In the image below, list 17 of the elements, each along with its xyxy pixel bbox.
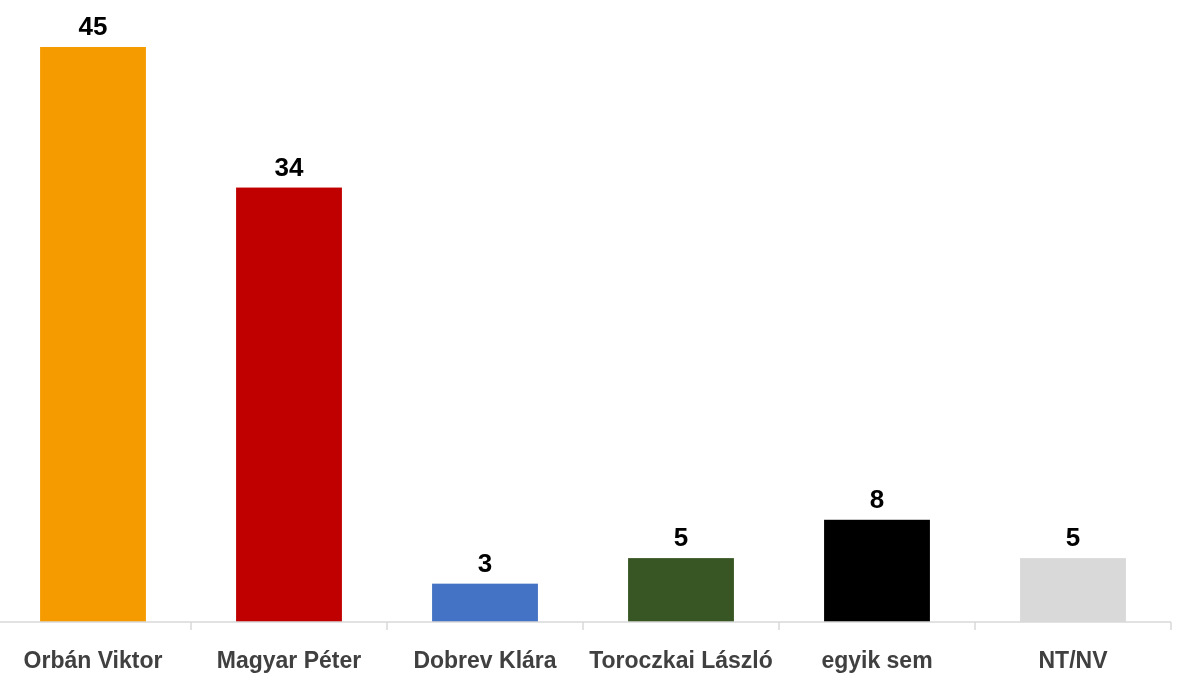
bar — [40, 47, 146, 622]
x-tick-label: Orbán Viktor — [23, 647, 163, 673]
x-tick-label: egyik sem — [821, 647, 933, 673]
x-tick-label: NT/NV — [1038, 647, 1109, 673]
x-tick-label: Dobrev Klára — [413, 647, 557, 673]
data-label: 34 — [274, 151, 304, 182]
data-label: 5 — [673, 522, 689, 553]
bar — [432, 583, 538, 622]
data-label: 8 — [869, 483, 885, 514]
data-label: 5 — [1065, 522, 1081, 553]
bar — [236, 187, 342, 622]
bar — [824, 519, 930, 622]
bar — [628, 558, 734, 622]
data-label: 45 — [78, 11, 108, 41]
x-tick-label: Magyar Péter — [216, 647, 362, 673]
x-tick-label: Toroczkai László — [589, 647, 773, 673]
data-label: 3 — [477, 547, 493, 578]
